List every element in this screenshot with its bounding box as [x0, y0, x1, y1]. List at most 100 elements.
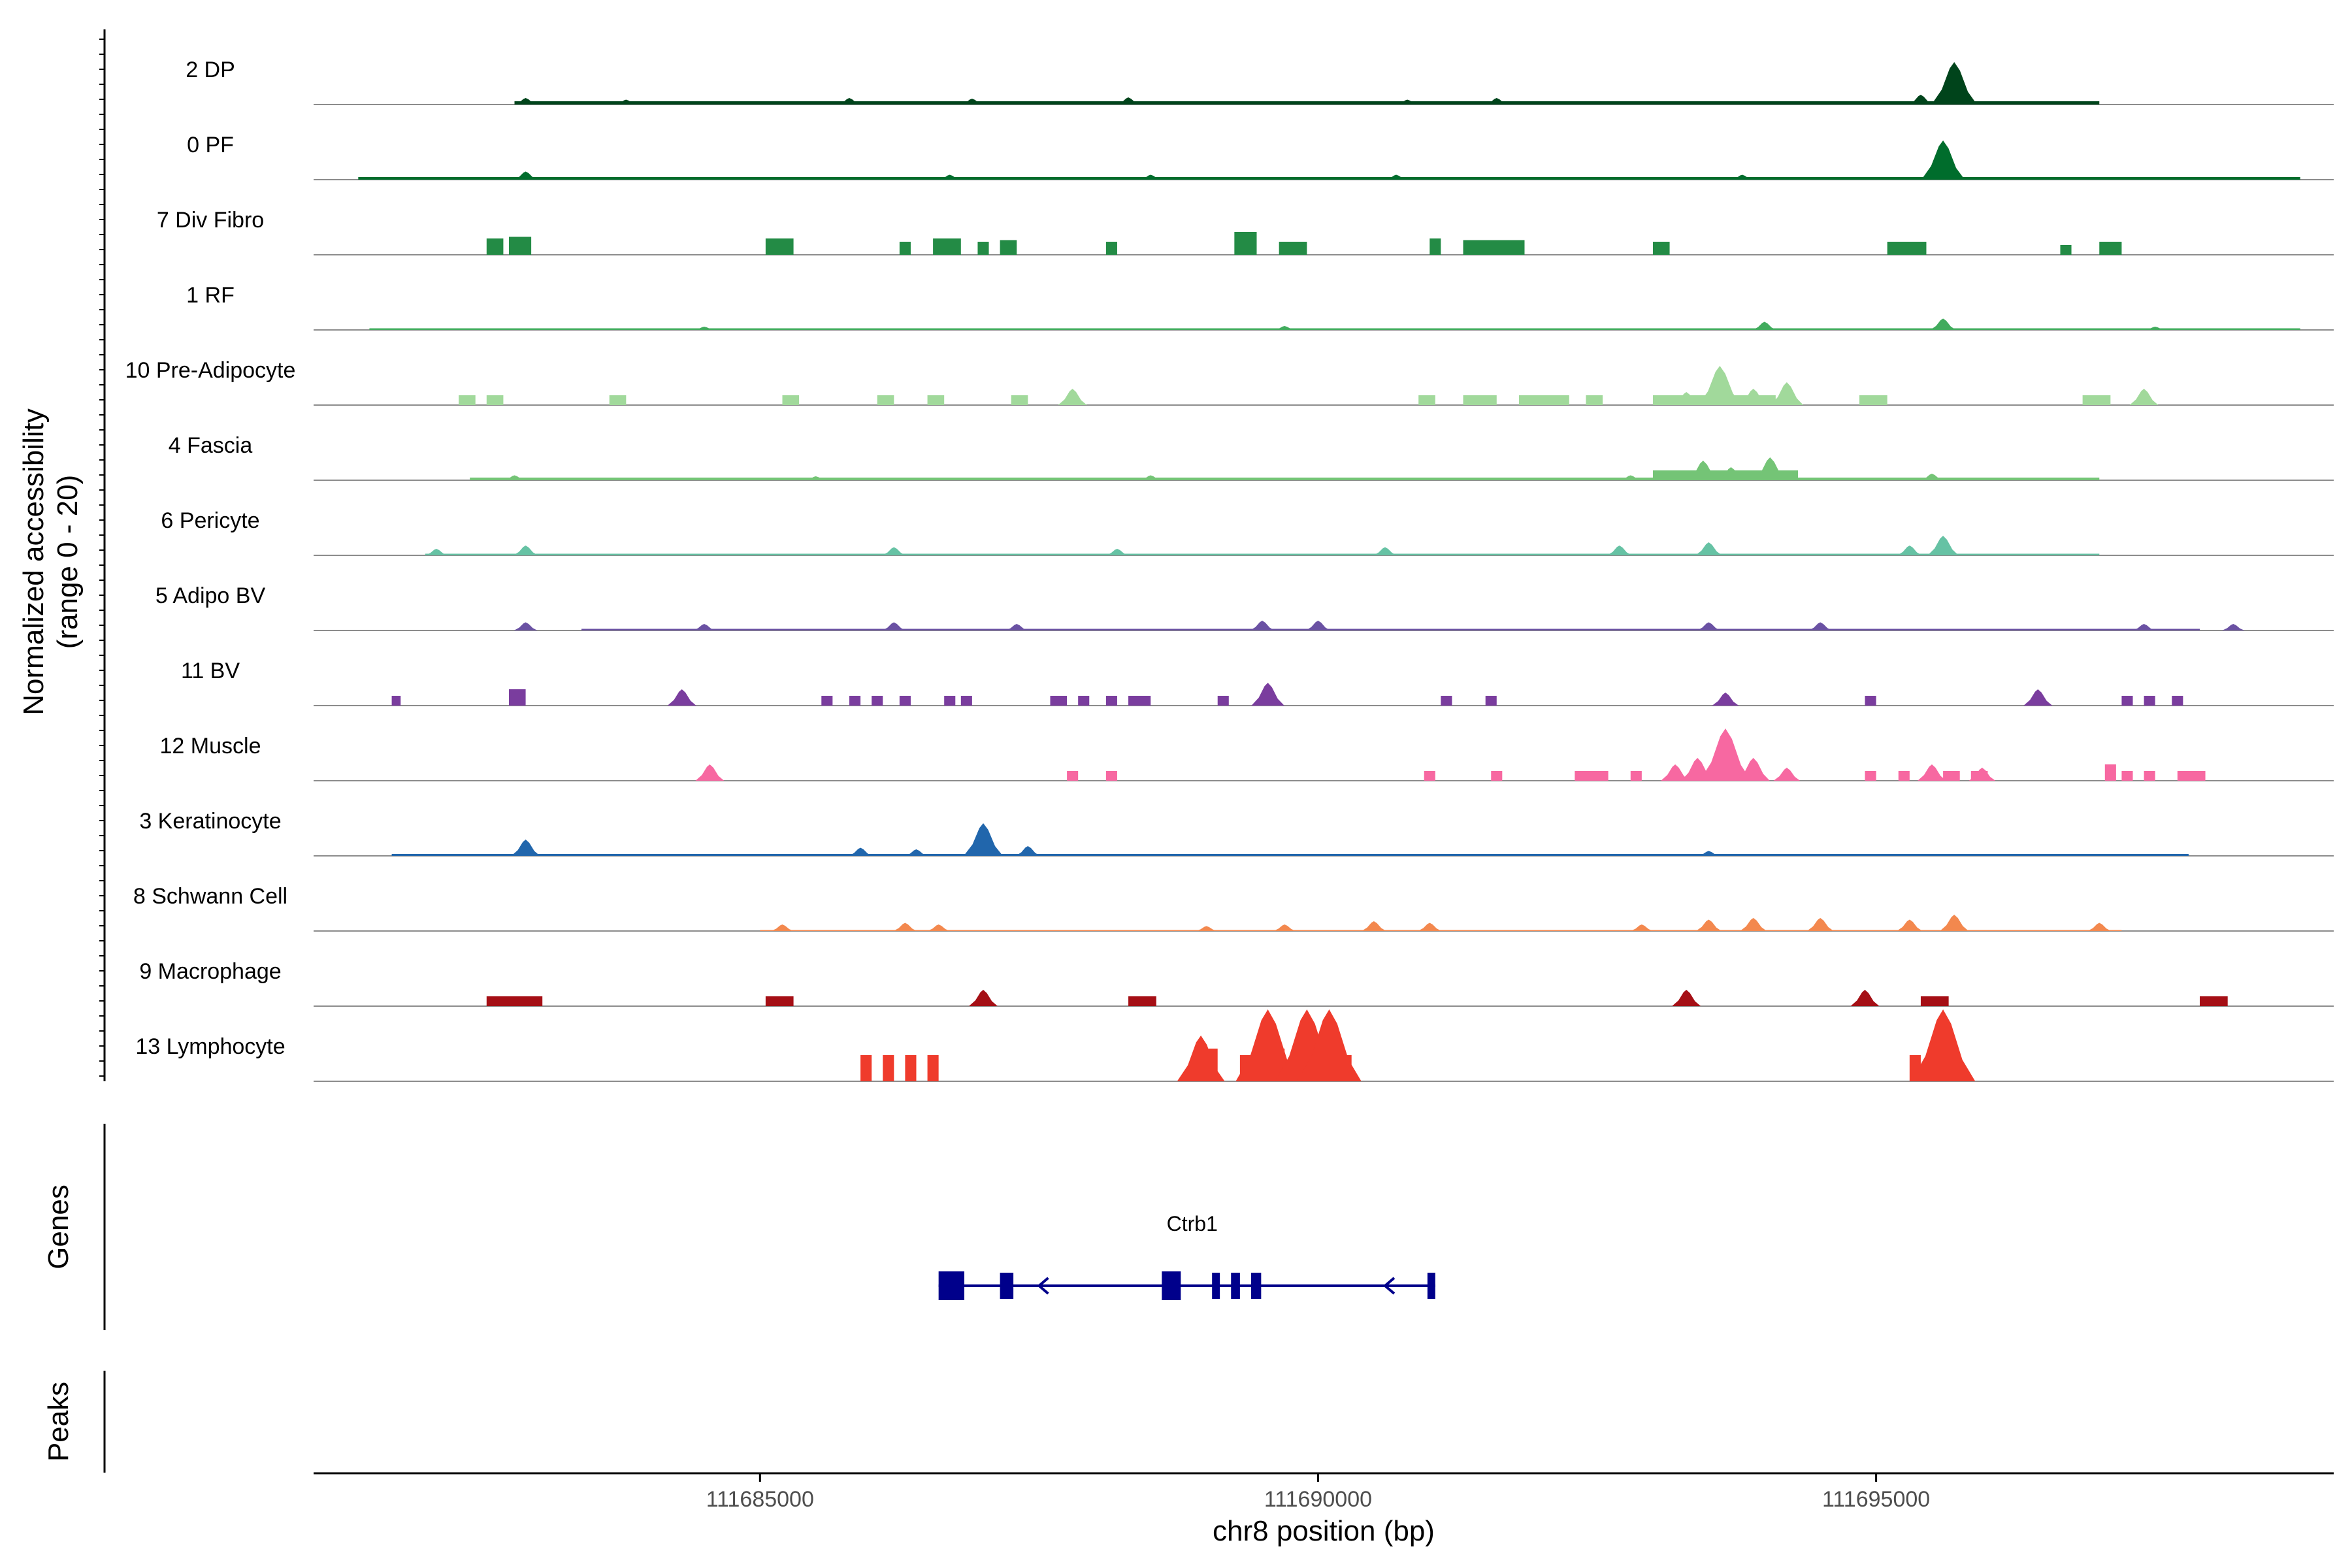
- coverage-peak: [1235, 1009, 1300, 1081]
- coverage-peak: [2087, 923, 2112, 931]
- gene-exon: [1212, 1273, 1220, 1299]
- coverage-block: [2121, 771, 2133, 781]
- coverage-block: [1943, 771, 1960, 781]
- coverage-peak: [1373, 547, 1397, 555]
- coverage-block: [2177, 771, 2206, 781]
- coverage-peak: [514, 622, 538, 630]
- coverage-block: [2144, 696, 2155, 706]
- coverage-block: [1128, 996, 1156, 1006]
- track-8: 5 Adipo BV: [155, 583, 2334, 631]
- coverage-peak: [693, 624, 716, 630]
- coverage-peak: [1661, 764, 1690, 781]
- coverage-tracks: 2 DP 0 PF 7 Div Fibro 1 RF 10 Pre-Adipocyte 4…: [125, 57, 2334, 1082]
- coverage-peak: [1850, 990, 1880, 1006]
- track-label: 13 Lymphocyte: [135, 1034, 285, 1059]
- track-14: 13 Lymphocyte: [135, 1009, 2334, 1082]
- coverage-peak: [1931, 62, 1977, 105]
- coverage-peak: [1968, 768, 1996, 781]
- coverage-peak: [1698, 851, 1720, 856]
- gene-strand-arrow: [1037, 1277, 1049, 1295]
- x-tick-label: 111685000: [706, 1487, 814, 1512]
- coverage-peak: [893, 923, 917, 931]
- coverage-block: [358, 177, 2300, 180]
- coverage-block: [905, 1055, 917, 1081]
- coverage-peak: [1940, 915, 1969, 931]
- coverage-block: [508, 237, 532, 255]
- coverage-peak: [1105, 549, 1129, 555]
- coverage-peak: [1117, 97, 1140, 105]
- track-7: 6 Pericyte: [161, 508, 2334, 556]
- coverage-peak: [1739, 389, 1768, 405]
- coverage-block: [1067, 771, 1079, 781]
- gene-exon: [1000, 1273, 1014, 1299]
- x-axis-title: chr8 position (bp): [1213, 1515, 1435, 1547]
- coverage-peak: [1015, 846, 1041, 856]
- coverage-peak: [2132, 624, 2155, 630]
- coverage-axis-minor-ticks: [99, 39, 105, 1077]
- coverage-block: [1429, 238, 1441, 255]
- coverage-block: [508, 689, 526, 706]
- coverage-block: [872, 696, 883, 706]
- coverage-block: [425, 553, 2100, 555]
- track-label: 11 BV: [181, 659, 240, 683]
- y-axis-subtitle: (range 0 - 20): [52, 475, 84, 649]
- coverage-block: [1463, 395, 1497, 405]
- coverage-block: [782, 395, 800, 405]
- coverage-peak: [927, 924, 950, 931]
- track-label: 12 Muscle: [160, 734, 261, 759]
- coverage-peak: [1806, 918, 1834, 931]
- coverage-peak: [667, 689, 696, 706]
- gene-name-label: Ctrb1: [1167, 1212, 1218, 1235]
- coverage-peak: [1620, 475, 1642, 480]
- track-label: 9 Macrophage: [139, 959, 281, 984]
- x-axis-ticks: 111685000 111690000 111695000: [706, 1473, 1930, 1512]
- coverage-peak: [1362, 921, 1386, 931]
- track-2: 0 PF: [187, 133, 2334, 180]
- coverage-block: [1105, 696, 1117, 706]
- coverage-peak: [1630, 924, 1654, 931]
- coverage-peak: [615, 99, 637, 105]
- coverage-peak: [1058, 389, 1087, 405]
- coverage-block: [470, 478, 2100, 480]
- track-label: 5 Adipo BV: [155, 583, 266, 608]
- coverage-peak: [1005, 624, 1028, 630]
- track-6: 4 Fascia: [169, 433, 2334, 481]
- x-tick-label: 111690000: [1264, 1487, 1372, 1512]
- coverage-peak: [838, 98, 861, 105]
- coverage-block: [1217, 696, 1229, 706]
- coverage-block: [1887, 242, 1927, 255]
- coverage-peak: [1385, 174, 1407, 180]
- coverage-peak: [1673, 392, 1700, 405]
- coverage-peak: [1921, 140, 1965, 180]
- gene-exon: [938, 1271, 964, 1300]
- coverage-peak: [1251, 683, 1284, 706]
- gene-exon: [1162, 1271, 1181, 1300]
- coverage-peak: [882, 547, 906, 555]
- coverage-block: [2172, 696, 2183, 706]
- coverage-peak: [1712, 693, 1739, 706]
- coverage-block: [1518, 395, 1569, 405]
- track-label: 2 DP: [186, 57, 235, 82]
- coverage-peak: [1773, 768, 1801, 781]
- coverage-block: [1234, 232, 1257, 255]
- coverage-block: [581, 629, 2200, 630]
- track-label: 7 Div Fibro: [157, 208, 264, 233]
- coverage-block: [1630, 771, 1642, 781]
- track-label: 6 Pericyte: [161, 508, 259, 533]
- coverage-block: [391, 696, 401, 706]
- coverage-peak: [1273, 924, 1296, 931]
- x-tick-label: 111695000: [1822, 1487, 1930, 1512]
- coverage-block: [1586, 395, 1603, 405]
- coverage-peak: [1918, 764, 1946, 781]
- coverage-block: [1865, 696, 1876, 706]
- coverage-peak: [1305, 621, 1331, 630]
- gene-strand-arrow: [1382, 1277, 1396, 1295]
- coverage-peak: [1718, 467, 1744, 480]
- coverage-block: [1441, 696, 1452, 706]
- coverage-peak: [964, 823, 1003, 856]
- coverage-peak: [2145, 327, 2166, 330]
- coverage-block: [765, 996, 794, 1006]
- coverage-peak: [1139, 475, 1162, 480]
- coverage-peak: [1930, 318, 1956, 330]
- coverage-peak: [1737, 758, 1770, 781]
